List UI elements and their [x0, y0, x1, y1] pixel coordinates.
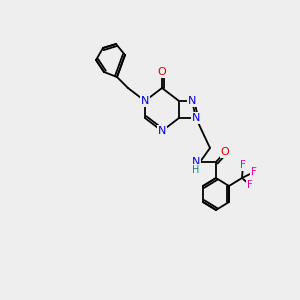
Text: N: N	[141, 96, 149, 106]
Text: N: N	[192, 157, 200, 167]
Text: N: N	[188, 96, 196, 106]
Text: N: N	[192, 113, 200, 123]
Text: H: H	[192, 165, 200, 175]
Text: O: O	[220, 147, 230, 157]
Text: N: N	[158, 126, 166, 136]
Text: F: F	[240, 160, 246, 170]
Text: F: F	[247, 180, 253, 190]
Text: O: O	[158, 67, 166, 77]
Text: F: F	[251, 167, 257, 177]
